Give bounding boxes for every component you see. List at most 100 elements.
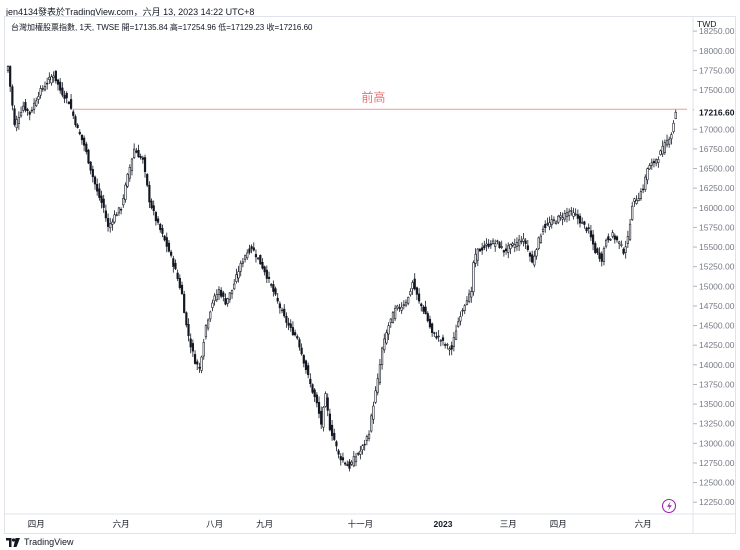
candle-body xyxy=(476,248,479,261)
candle-body xyxy=(633,198,636,202)
candle-body xyxy=(335,441,338,447)
price-tick-label: 16000.00 xyxy=(699,203,735,213)
candle-body xyxy=(304,360,308,370)
chart-frame[interactable]: 台灣加權股票指數, 1天, TWSE 開=17135.84 高=17254.96… xyxy=(4,16,736,534)
candle-body xyxy=(215,294,218,301)
candle-body xyxy=(17,117,20,124)
candle-body xyxy=(85,143,88,152)
candle-body xyxy=(278,303,281,309)
candle-body xyxy=(400,306,403,311)
candle-body xyxy=(448,348,451,351)
candle-body xyxy=(496,240,499,242)
candle-body xyxy=(163,235,166,241)
candle-body xyxy=(402,304,405,306)
candle-body xyxy=(193,354,197,364)
candle-body xyxy=(622,248,625,254)
candle-body xyxy=(187,324,190,337)
candle-body xyxy=(276,297,279,302)
candle-body xyxy=(511,243,514,246)
candle-body xyxy=(293,332,297,336)
candle-body xyxy=(257,257,260,260)
candle-body xyxy=(48,76,51,80)
candle-body xyxy=(315,394,318,404)
candle-body xyxy=(146,174,149,186)
chart-legend: 台灣加權股票指數, 1天, TWSE 開=17135.84 高=17254.96… xyxy=(11,22,313,32)
candle-body xyxy=(422,306,425,312)
candle-body xyxy=(415,287,419,295)
candle-body xyxy=(376,378,379,393)
candlestick-chart[interactable]: 台灣加權股票指數, 1天, TWSE 開=17135.84 高=17254.96… xyxy=(5,17,735,533)
price-tick-label: 13500.00 xyxy=(699,399,735,409)
candle-body xyxy=(594,243,597,253)
candle-body xyxy=(274,288,277,295)
price-tick-label: 15250.00 xyxy=(699,262,735,272)
candle-body xyxy=(320,410,323,425)
candle-body xyxy=(91,169,94,178)
candle-body xyxy=(265,269,268,279)
candle-body xyxy=(374,390,377,403)
candle-body xyxy=(605,239,608,247)
price-tick-label: 16250.00 xyxy=(699,183,735,193)
candle-body xyxy=(531,254,534,263)
candle-body xyxy=(420,303,423,307)
candle-body xyxy=(185,312,188,326)
candle-body xyxy=(111,221,114,225)
candle-body xyxy=(489,243,492,246)
candle-body xyxy=(463,305,466,311)
candle-body xyxy=(657,159,660,163)
candle-body xyxy=(235,274,238,282)
candle-body xyxy=(228,292,231,300)
candle-body xyxy=(37,96,40,100)
candle-body xyxy=(346,464,349,466)
candle-body xyxy=(9,66,12,87)
candle-body xyxy=(550,219,553,225)
candle-body xyxy=(283,308,286,317)
candle-body xyxy=(96,183,99,192)
candle-body xyxy=(411,282,414,289)
candle-body xyxy=(446,344,449,346)
candle-body xyxy=(380,347,384,365)
candle-body xyxy=(24,101,27,111)
candle-body xyxy=(500,246,503,248)
candle-body xyxy=(298,339,301,348)
candle-body xyxy=(504,248,508,252)
candle-body xyxy=(241,261,245,264)
candle-body xyxy=(483,245,486,249)
candle-body xyxy=(474,253,477,264)
candle-body xyxy=(535,249,538,257)
axis-lines xyxy=(5,17,735,533)
candle-body xyxy=(322,407,325,428)
candle-body xyxy=(237,271,240,279)
candle-body xyxy=(224,298,227,305)
price-axis[interactable]: 12250.00 12500.00 12750.00 13000.00 13250.00… xyxy=(693,26,735,507)
candle-body xyxy=(581,221,584,224)
candle-body xyxy=(148,184,151,203)
candle-body xyxy=(126,173,129,187)
candle-body xyxy=(191,343,194,352)
candle-body xyxy=(11,86,14,106)
candle-body xyxy=(583,221,586,225)
candle-body xyxy=(578,215,582,224)
candle-body xyxy=(631,205,634,220)
time-tick-label: 八月 xyxy=(206,519,223,529)
candle-body xyxy=(644,176,647,190)
candle-body xyxy=(444,344,447,346)
time-tick-label: 四月 xyxy=(28,519,45,529)
time-axis[interactable]: 四月 六月 八月 九月 十一月 2023 三月 四月 六月 xyxy=(28,519,652,529)
candle-body xyxy=(154,212,158,222)
candle-body xyxy=(648,165,651,170)
footer: TradingView xyxy=(6,535,74,549)
candle-body xyxy=(509,244,512,249)
candle-body xyxy=(98,188,101,198)
candle-body xyxy=(330,424,334,436)
candle-body xyxy=(515,242,519,247)
candle-body xyxy=(520,240,523,243)
candle-body xyxy=(211,302,214,308)
candle-body xyxy=(407,297,410,304)
candle-body xyxy=(141,157,144,160)
candle-body xyxy=(572,212,575,217)
flash-badge[interactable] xyxy=(661,498,677,514)
candle-body xyxy=(589,230,592,238)
candle-body xyxy=(333,432,336,440)
candle-body xyxy=(663,142,666,153)
